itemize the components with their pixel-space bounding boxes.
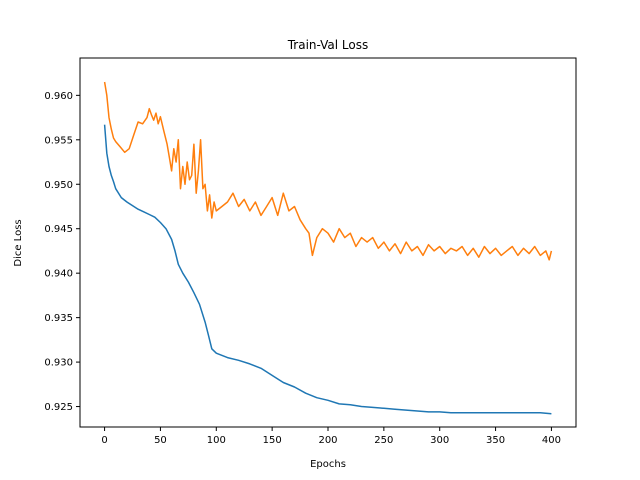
x-tick-label: 100 (207, 435, 226, 446)
x-axis: 0 50 100 150 200 250 300 350 400 (101, 427, 561, 446)
x-tick-label: 150 (263, 435, 282, 446)
series-line-0 (103, 124, 552, 415)
y-tick-label: 0.960 (44, 91, 73, 102)
y-tick-label: 0.945 (44, 224, 73, 235)
series-line-1 (103, 81, 553, 261)
chart-title: Train-Val Loss (287, 38, 369, 52)
y-tick-label: 0.955 (44, 135, 73, 146)
y-axis: 0.925 0.930 0.935 0.940 0.945 0.950 0.955 0.960 (44, 91, 80, 413)
x-tick-label: 400 (542, 435, 561, 446)
y-tick-label: 0.940 (44, 269, 73, 280)
x-tick-label: 50 (154, 435, 167, 446)
y-axis-label: Dice Loss (13, 219, 24, 266)
x-tick-label: 200 (318, 435, 337, 446)
y-tick-label: 0.925 (44, 402, 73, 413)
y-tick-label: 0.930 (44, 358, 73, 369)
y-tick-label: 0.935 (44, 313, 73, 324)
x-axis-label: Epochs (310, 459, 346, 470)
x-tick-label: 250 (374, 435, 393, 446)
x-tick-label: 350 (486, 435, 505, 446)
y-tick-label: 0.950 (44, 180, 73, 191)
x-tick-label: 300 (430, 435, 449, 446)
plot-area (103, 81, 553, 415)
x-tick-label: 0 (101, 435, 107, 446)
